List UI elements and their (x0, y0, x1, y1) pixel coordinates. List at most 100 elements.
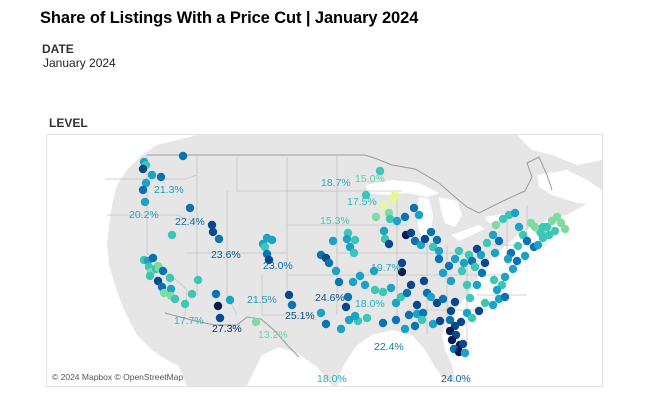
metro-dot[interactable] (397, 258, 407, 268)
metro-dot[interactable] (500, 292, 510, 302)
metro-dot[interactable] (341, 302, 351, 312)
metro-dot[interactable] (491, 220, 501, 230)
metro-dot[interactable] (251, 317, 261, 327)
metro-dot[interactable] (178, 151, 188, 161)
metro-dot[interactable] (474, 306, 484, 316)
metro-dot[interactable] (370, 285, 380, 295)
metro-dot[interactable] (410, 236, 420, 246)
metro-dot[interactable] (450, 297, 460, 307)
metro-dot[interactable] (533, 240, 543, 250)
metro-dot[interactable] (156, 172, 166, 182)
metro-dot[interactable] (350, 311, 360, 321)
metro-dot[interactable] (331, 266, 341, 276)
metro-dot[interactable] (428, 242, 438, 252)
metro-dot[interactable] (514, 222, 524, 232)
metro-dot[interactable] (542, 222, 552, 232)
map-attribution[interactable]: © 2024 Mapbox © OpenStreetMap (52, 372, 184, 382)
metro-dot[interactable] (480, 258, 490, 268)
metro-dot[interactable] (185, 203, 195, 213)
metro-dot[interactable] (518, 230, 528, 240)
metro-dot[interactable] (488, 230, 498, 240)
metro-dot[interactable] (386, 283, 396, 293)
metro-dot[interactable] (260, 242, 270, 252)
metro-dot[interactable] (416, 240, 426, 250)
metro-dot[interactable] (536, 228, 546, 238)
metro-dot[interactable] (492, 285, 502, 295)
metro-dot[interactable] (153, 276, 163, 286)
metro-dot[interactable] (477, 268, 487, 278)
metro-dot[interactable] (349, 248, 359, 258)
metro-dot[interactable] (148, 253, 158, 263)
metro-dot[interactable] (472, 244, 482, 254)
metro-dot[interactable] (334, 277, 344, 287)
metro-dot[interactable] (402, 288, 412, 298)
metro-dot[interactable] (360, 280, 370, 290)
metro-dot[interactable] (208, 227, 218, 237)
metro-dot[interactable] (336, 324, 346, 334)
metro-dot[interactable] (467, 313, 477, 323)
metro-dot[interactable] (180, 299, 190, 309)
metro-dot[interactable] (362, 313, 372, 323)
metro-dot[interactable] (193, 275, 203, 285)
metro-dot[interactable] (470, 262, 480, 272)
metro-dot[interactable] (400, 324, 410, 334)
metro-dot[interactable] (369, 266, 379, 276)
metro-dot[interactable] (391, 298, 401, 308)
metro-dot[interactable] (159, 288, 169, 298)
metro-dot[interactable] (500, 272, 510, 282)
metro-dot[interactable] (328, 236, 338, 246)
metro-dot[interactable] (522, 236, 532, 246)
metro-dot[interactable] (460, 348, 470, 358)
price-cut-map[interactable]: 21.3% 20.2% 22.4% 23.6% 23.0% 18.7% 15.0… (46, 134, 603, 387)
metro-dot[interactable] (412, 300, 422, 310)
metro-dot[interactable] (145, 271, 155, 281)
metro-dot[interactable] (391, 315, 401, 325)
metro-dot[interactable] (400, 212, 410, 222)
metro-dot[interactable] (406, 228, 416, 238)
metro-dot[interactable] (480, 298, 490, 308)
metro-dot[interactable] (454, 246, 464, 256)
metro-dot[interactable] (512, 256, 522, 266)
metro-dot[interactable] (446, 276, 456, 286)
metro-dot[interactable] (147, 170, 157, 180)
metro-dot[interactable] (378, 318, 388, 328)
metro-dot[interactable] (444, 261, 454, 271)
metro-dot[interactable] (482, 238, 492, 248)
metro-dot[interactable] (446, 306, 456, 316)
metro-dot[interactable] (350, 235, 360, 245)
metro-dot[interactable] (552, 212, 562, 222)
metro-dot[interactable] (459, 258, 469, 268)
metro-dot[interactable] (138, 185, 148, 195)
metro-dot[interactable] (378, 287, 388, 297)
metro-dot[interactable] (490, 248, 500, 258)
map-canvas[interactable]: 21.3% 20.2% 22.4% 23.6% 23.0% 18.7% 15.0… (47, 135, 602, 386)
metro-dot[interactable] (417, 315, 427, 325)
metro-dot[interactable] (450, 254, 460, 264)
metro-dot[interactable] (410, 321, 420, 331)
metro-dot[interactable] (406, 280, 416, 290)
metro-dot[interactable] (420, 234, 430, 244)
metro-dot[interactable] (432, 298, 442, 308)
date-filter-value[interactable]: January 2024 (43, 56, 116, 70)
metro-dot[interactable] (215, 313, 225, 323)
metro-dot[interactable] (345, 242, 355, 252)
metro-dot[interactable] (284, 290, 294, 300)
metro-dot[interactable] (207, 220, 217, 230)
metro-dot[interactable] (457, 266, 467, 276)
metro-dot[interactable] (355, 271, 365, 281)
metro-dot[interactable] (510, 208, 520, 218)
metro-dot[interactable] (498, 214, 508, 224)
metro-dot[interactable] (456, 317, 466, 327)
metro-dot[interactable] (375, 166, 385, 176)
metro-dot[interactable] (520, 251, 530, 261)
metro-dot[interactable] (428, 319, 438, 329)
metro-dot[interactable] (392, 216, 402, 226)
metro-dot[interactable] (445, 315, 455, 325)
metro-dot[interactable] (138, 164, 148, 174)
metro-dot[interactable] (397, 267, 407, 277)
metro-dot[interactable] (434, 246, 444, 256)
metro-dot[interactable] (435, 316, 445, 326)
metro-dot[interactable] (140, 197, 150, 207)
metro-dot[interactable] (344, 315, 354, 325)
metro-dot[interactable] (385, 214, 395, 224)
